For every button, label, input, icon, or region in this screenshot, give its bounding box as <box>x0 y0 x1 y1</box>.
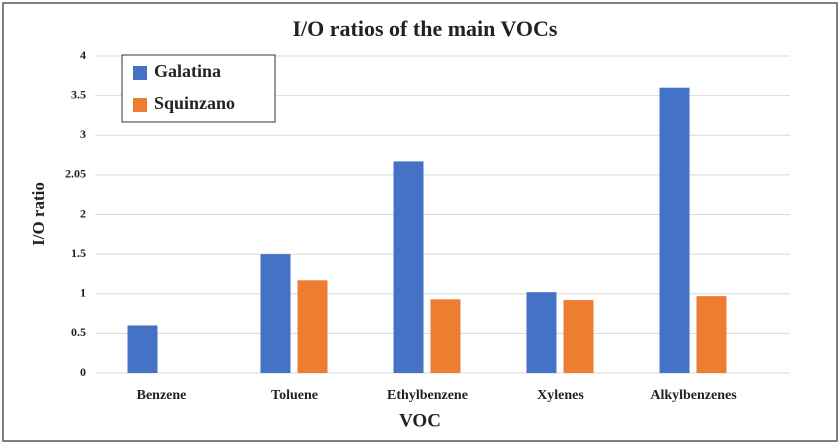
y-axis-label: I/O ratio <box>29 182 48 246</box>
bar <box>260 254 291 373</box>
chart-title: I/O ratios of the main VOCs <box>293 16 558 41</box>
legend-swatch <box>133 66 147 80</box>
bar <box>659 87 690 373</box>
bar <box>297 280 328 373</box>
x-tick-label: Ethylbenzene <box>387 388 468 403</box>
bar <box>563 300 594 373</box>
y-tick-label: 4 <box>80 48 86 62</box>
x-tick-label: Xylenes <box>537 388 584 403</box>
y-tick-label: 0 <box>80 365 86 379</box>
legend-label: Squinzano <box>154 93 235 113</box>
x-tick-label: Benzene <box>137 388 187 403</box>
y-tick-label: 1.5 <box>71 246 86 260</box>
x-axis-label: VOC <box>399 410 441 431</box>
y-tick-label: 3 <box>80 127 86 141</box>
legend-box <box>121 54 276 123</box>
bar <box>430 299 461 373</box>
y-tick-label: 1 <box>80 286 86 300</box>
y-tick-label: 0.5 <box>71 325 86 339</box>
bar <box>127 325 158 373</box>
legend-label: Galatina <box>154 61 221 81</box>
x-tick-label: Toluene <box>271 388 318 403</box>
x-tick-label: Alkylbenzenes <box>650 388 737 403</box>
legend-swatch <box>133 98 147 112</box>
y-tick-label: 3.5 <box>71 87 86 101</box>
y-tick-label: 2 <box>80 206 86 220</box>
bar <box>696 296 727 373</box>
y-tick-label: 2.05 <box>65 167 86 181</box>
bar <box>526 292 557 373</box>
bar <box>393 161 424 373</box>
